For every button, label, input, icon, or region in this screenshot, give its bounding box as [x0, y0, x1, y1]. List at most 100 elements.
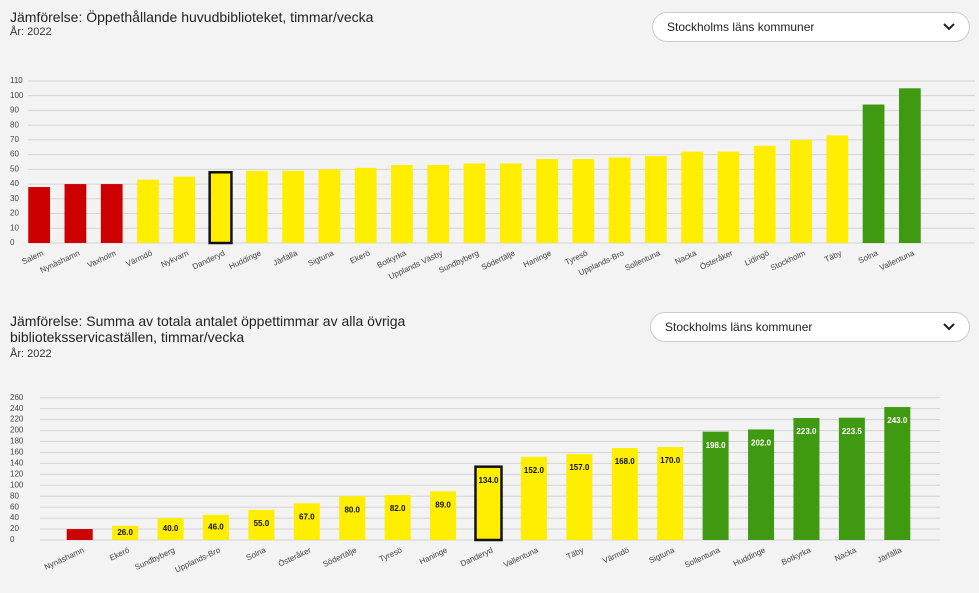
chart-subtitle: År: 2022: [10, 348, 52, 360]
x-tick-label: Sigtuna: [307, 248, 336, 268]
x-tick-label: Stockholm: [769, 248, 807, 272]
y-tick-label: 100: [10, 91, 24, 100]
x-tick-label: Lidingö: [743, 248, 771, 267]
x-tick-label: Nynäshamn: [39, 249, 81, 275]
bar: [248, 509, 275, 540]
x-tick-label: Södertälje: [480, 248, 517, 272]
bar: [293, 503, 320, 540]
bar: [137, 179, 159, 243]
x-tick-label: Haninge: [418, 545, 449, 566]
bar: [112, 525, 139, 540]
bar: [702, 431, 729, 540]
chart-subtitle: År: 2022: [10, 26, 52, 38]
bar: [862, 104, 885, 244]
x-tick-label: Sigtuna: [648, 545, 677, 565]
bar: [826, 135, 849, 243]
x-tick-label: Nacka: [674, 248, 699, 266]
bar: [657, 446, 684, 540]
bar: [339, 496, 366, 540]
y-tick-label: 10: [10, 223, 19, 232]
chevron: [943, 323, 955, 331]
bar: [354, 167, 377, 243]
y-tick-label: 80: [10, 120, 19, 129]
value-label: 134.0: [478, 476, 499, 485]
bar: [838, 417, 865, 540]
x-tick-label: Sollentuna: [624, 248, 663, 272]
x-tick-label: Ekerö: [349, 248, 372, 265]
x-tick-label: Österåker: [699, 248, 735, 271]
y-tick-label: 90: [10, 106, 19, 115]
x-tick-label: Solna: [857, 248, 880, 265]
bar: [520, 456, 547, 540]
value-label: 89.0: [435, 500, 451, 509]
value-label: 243.0: [887, 416, 908, 425]
x-tick-label: Sundbyberg: [133, 546, 176, 572]
bar: [245, 170, 268, 243]
y-tick-label: 240: [10, 404, 24, 413]
x-tick-label: Danderyd: [459, 546, 494, 569]
value-label: 223.0: [796, 427, 817, 436]
bar: [790, 139, 812, 243]
y-tick-label: 180: [10, 437, 24, 446]
y-tick-label: 120: [10, 469, 24, 478]
y-tick-label: 0: [10, 535, 15, 544]
y-tick-label: 260: [10, 393, 24, 402]
bar: [645, 156, 667, 243]
bar: [474, 465, 503, 542]
bar: [208, 171, 233, 245]
bar: [499, 163, 522, 243]
y-tick-label: 220: [10, 415, 24, 424]
x-tick-label: Tyresö: [378, 545, 404, 564]
bar: [202, 514, 229, 540]
x-tick-label: Österåker: [277, 545, 313, 568]
bar: [64, 184, 87, 243]
bar: [753, 145, 776, 243]
value-label: 46.0: [208, 523, 224, 532]
value-label: 82.0: [390, 504, 406, 513]
bar: [66, 529, 93, 540]
x-tick-label: Upplands-Bro: [174, 545, 223, 574]
x-tick-label: Nynäshamn: [43, 546, 85, 572]
y-tick-label: 30: [10, 194, 19, 203]
x-tick-label: Salem: [21, 248, 46, 266]
x-tick-label: Sollentuna: [683, 545, 722, 569]
value-label: 223.5: [842, 427, 863, 436]
x-tick-label: Ekerö: [108, 545, 131, 562]
value-label: 67.0: [299, 512, 315, 521]
y-tick-label: 70: [10, 135, 19, 144]
y-tick-label: 0: [10, 238, 15, 247]
x-tick-label: Haninge: [522, 248, 553, 269]
bar: [384, 495, 411, 540]
y-tick-label: 80: [10, 491, 19, 500]
x-tick-label: Huddinge: [732, 545, 767, 568]
x-tick-label: Järfälla: [876, 545, 904, 564]
y-tick-label: 20: [10, 524, 19, 533]
value-label: 198.0: [706, 441, 727, 450]
x-tick-label: Tyresö: [564, 248, 590, 267]
dropdown-text: Stockholms läns kommuner: [667, 20, 815, 34]
x-tick-label: Solna: [245, 545, 268, 562]
y-tick-label: 200: [10, 426, 24, 435]
dropdown-text: Stockholms läns kommuner: [665, 320, 813, 334]
bar: [793, 417, 820, 540]
bar: [748, 429, 775, 540]
y-tick-label: 20: [10, 209, 19, 218]
bar: [681, 151, 704, 243]
y-tick-label: 50: [10, 164, 19, 173]
bar: [884, 407, 911, 540]
bar: [427, 164, 450, 243]
value-label: 152.0: [524, 466, 545, 475]
x-tick-label: Nykvarn: [160, 249, 190, 270]
bar: [100, 184, 123, 243]
x-tick-label: Täby: [565, 546, 585, 562]
dropdown[interactable]: Stockholms läns kommuner: [652, 12, 970, 42]
y-tick-label: 60: [10, 150, 19, 159]
y-tick-label: 100: [10, 480, 24, 489]
y-tick-label: 160: [10, 448, 24, 457]
dropdown[interactable]: Stockholms läns kommuner: [650, 312, 970, 342]
x-tick-label: Danderyd: [191, 249, 226, 272]
bar: [430, 491, 457, 540]
x-tick-label: Sundbyberg: [437, 249, 480, 275]
